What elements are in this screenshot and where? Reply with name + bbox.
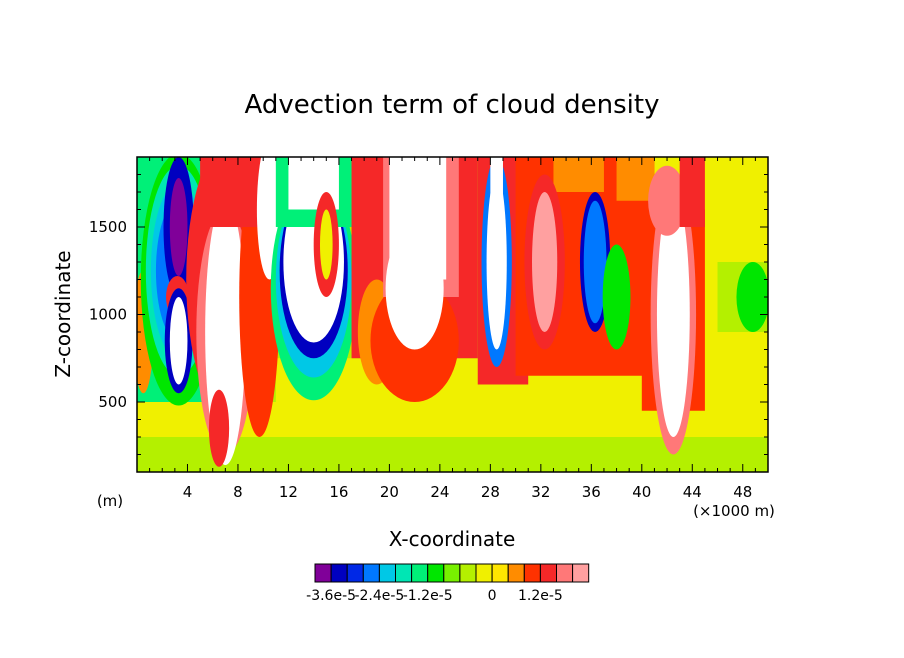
x-tick-label: 28 [481,483,500,501]
colorbar: -3.6e-5-2.4e-5-1.2e-5 0 1.2e-5 [306,563,590,604]
x-tick-label: 4 [183,483,193,501]
colorbar-swatch [443,563,461,583]
colorbar-swatch [427,563,445,583]
x-unit-right: (×1000 m) [693,502,775,520]
field-region [553,157,604,192]
colorbar-swatch [572,563,590,583]
y-tick-label: 1000 [89,306,127,324]
colorbar-swatch [314,563,332,583]
heatmap-field [137,157,768,472]
field-region [385,227,444,350]
field-region [583,200,607,324]
colorbar-swatch [362,563,380,583]
x-unit-left: (m) [97,492,123,510]
colorbar-label: -2.4e-5 [354,588,404,604]
x-tick-label: 48 [733,483,752,501]
colorbar-label: 1.2e-5 [518,588,563,604]
x-tick-label: 12 [279,483,298,501]
colorbar-swatch [411,563,429,583]
x-tick-label: 20 [380,483,399,501]
colorbar-swatch [346,563,364,583]
y-tick-label: 500 [98,393,127,411]
field-region [208,389,230,467]
y-axis: 500 1000 1500 [89,174,768,455]
colorbar-label: -3.6e-5 [306,588,356,604]
x-axis: 4 8 12 16 20 24 28 32 36 40 44 48 [149,157,756,501]
field-region [648,165,686,236]
colorbar-swatch [330,563,348,583]
field-region [169,297,188,385]
colorbar-swatch [507,563,525,583]
y-tick-label: 1500 [89,218,127,236]
x-tick-label: 16 [329,483,348,501]
y-axis-label: Z-coordinate [51,250,75,377]
x-tick-label: 32 [531,483,550,501]
colorbar-swatch [395,563,413,583]
field-region [656,192,690,437]
field-region [319,209,333,280]
colorbar-swatch [378,563,396,583]
colorbar-swatch [475,563,493,583]
field-region [532,192,558,332]
colorbar-swatch [539,563,558,583]
colorbar-swatch [491,563,509,583]
field-region [137,437,768,472]
x-tick-label: 24 [430,483,449,501]
chart-title: Advection term of cloud density [245,90,660,120]
x-tick-label: 8 [233,483,243,501]
x-tick-label: 36 [582,483,601,501]
colorbar-label: -1.2e-5 [403,588,453,604]
colorbar-swatch [556,563,574,583]
field-region [490,157,503,227]
field-region [704,157,768,262]
colorbar-swatch [523,563,541,583]
field-region [616,157,655,201]
x-tick-label: 40 [632,483,651,501]
field-region [602,244,631,350]
x-axis-label: X-coordinate [389,527,516,551]
colorbar-label: 0 [488,588,497,604]
colorbar-swatch [459,563,477,583]
field-region [169,178,188,276]
x-tick-label: 44 [683,483,702,501]
field-region [679,157,705,227]
